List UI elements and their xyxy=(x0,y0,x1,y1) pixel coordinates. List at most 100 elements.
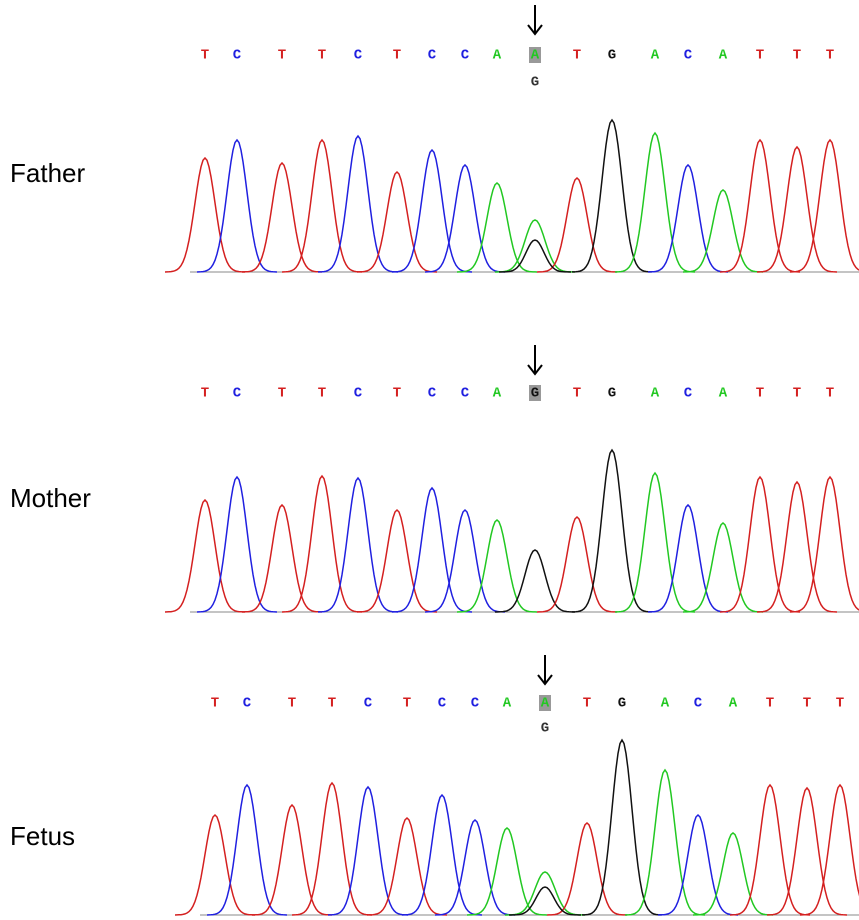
base-call: C xyxy=(233,48,242,64)
base-call: T xyxy=(201,386,209,402)
trace-peak xyxy=(790,140,859,272)
base-call: C xyxy=(461,48,470,64)
base-call: C xyxy=(428,386,437,402)
trace-peak xyxy=(467,828,547,915)
trace-peak xyxy=(207,785,287,915)
trace-peak xyxy=(402,795,482,915)
trace-peak xyxy=(197,477,277,612)
base-call: G xyxy=(608,48,616,64)
base-call: C xyxy=(461,386,470,402)
base-call: T xyxy=(318,386,326,402)
base-call: C xyxy=(438,696,447,712)
base-call: T xyxy=(826,48,834,64)
base-call: A xyxy=(661,696,670,712)
base-call: T xyxy=(573,48,581,64)
trace-peak xyxy=(457,520,537,612)
trace-peak xyxy=(328,787,408,915)
chromatogram xyxy=(165,120,859,272)
base-call: T xyxy=(793,386,801,402)
trace-peak xyxy=(658,815,738,915)
base-call: G xyxy=(608,386,616,402)
base-call: T xyxy=(211,696,219,712)
base-call: C xyxy=(243,696,252,712)
panel-label: Fetus xyxy=(10,821,75,851)
base-call: T xyxy=(756,386,764,402)
secondary-call: G xyxy=(531,75,539,91)
trace-peak xyxy=(683,190,763,272)
base-call: C xyxy=(471,696,480,712)
trace-peak xyxy=(292,783,372,915)
trace-peak xyxy=(648,505,728,612)
base-call: A xyxy=(493,48,502,64)
base-call: T xyxy=(756,48,764,64)
base-call: C xyxy=(233,386,242,402)
trace-peak xyxy=(282,140,362,272)
chromatogram xyxy=(165,450,859,612)
trace-peak xyxy=(165,158,245,272)
base-call: T xyxy=(278,48,286,64)
trace-peak xyxy=(790,477,859,612)
trace-peak xyxy=(537,178,617,272)
base-call: T xyxy=(573,386,581,402)
base-call: C xyxy=(684,386,693,402)
base-call: A xyxy=(651,48,660,64)
trace-peak xyxy=(582,740,662,915)
base-call: A xyxy=(651,386,660,402)
trace-peak xyxy=(242,505,322,612)
trace-peak xyxy=(457,183,537,272)
base-call: G xyxy=(618,696,626,712)
base-call: T xyxy=(318,48,326,64)
base-call: A xyxy=(719,48,728,64)
chromatogram xyxy=(175,740,859,915)
trace-peak xyxy=(367,818,447,915)
base-call: C xyxy=(354,48,363,64)
base-call: T xyxy=(766,696,774,712)
trace-peak xyxy=(537,517,617,612)
trace-peak xyxy=(767,788,847,915)
base-call: A xyxy=(541,696,550,712)
figure: FatherTCTTCTCCAATGACATTTGMotherTCTTCTCCA… xyxy=(0,0,859,920)
base-call: T xyxy=(393,386,401,402)
trace-peak xyxy=(495,220,575,272)
base-call: C xyxy=(694,696,703,712)
base-call: T xyxy=(201,48,209,64)
base-call: T xyxy=(328,696,336,712)
trace-peak xyxy=(693,833,773,915)
secondary-call: G xyxy=(541,721,549,737)
base-call: A xyxy=(503,696,512,712)
base-call: T xyxy=(826,386,834,402)
base-call: T xyxy=(793,48,801,64)
trace-peak xyxy=(357,172,437,272)
panel-label: Mother xyxy=(10,483,91,513)
base-call: T xyxy=(393,48,401,64)
arrow xyxy=(528,5,542,34)
base-call: C xyxy=(428,48,437,64)
trace-peak xyxy=(720,140,800,272)
trace-peak xyxy=(282,476,362,612)
trace-peak xyxy=(318,478,398,612)
base-call: G xyxy=(531,386,539,402)
trace-peak xyxy=(547,823,627,915)
trace-peak xyxy=(318,136,398,272)
trace-peak xyxy=(615,133,695,272)
base-call: C xyxy=(354,386,363,402)
base-call: A xyxy=(719,386,728,402)
trace-peak xyxy=(730,785,810,915)
trace-peak xyxy=(242,163,322,272)
trace-peak xyxy=(757,482,837,612)
panel-label: Father xyxy=(10,158,85,188)
base-call: T xyxy=(288,696,296,712)
trace-peak xyxy=(499,240,571,272)
trace-peak xyxy=(197,140,277,272)
trace-peak xyxy=(683,523,763,612)
arrow xyxy=(528,345,542,374)
base-call: T xyxy=(583,696,591,712)
trace-peak xyxy=(165,500,245,612)
base-call: C xyxy=(684,48,693,64)
trace-peak xyxy=(625,770,705,915)
trace-peak xyxy=(800,785,859,915)
base-call: T xyxy=(836,696,844,712)
